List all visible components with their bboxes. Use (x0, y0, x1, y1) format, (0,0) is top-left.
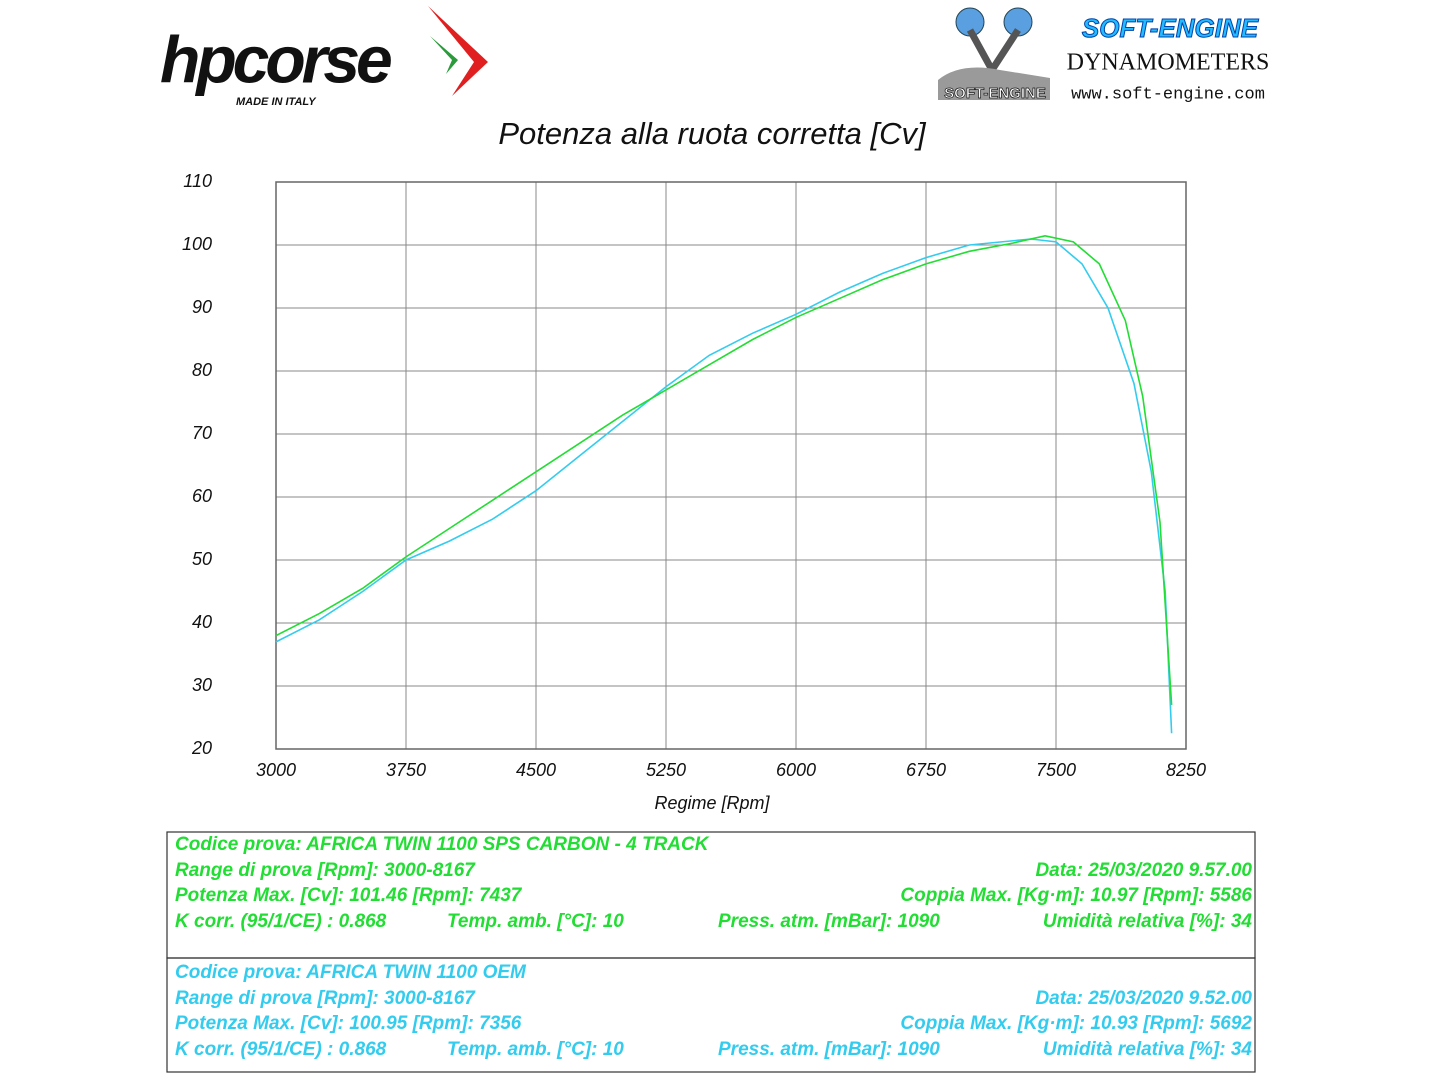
x-tick-label: 7500 (1036, 760, 1076, 780)
brand-tagline: MADE IN ITALY (236, 96, 317, 108)
x-tick-label: 6000 (776, 760, 816, 780)
info-text: K corr. (95/1/CE) : 0.868 (175, 911, 387, 932)
dyno-sub: DYNAMOMETERS (1067, 50, 1270, 76)
logo-base (938, 67, 1050, 100)
x-tick-label: 8250 (1166, 760, 1206, 780)
y-tick-label: 90 (192, 297, 212, 317)
y-tick-label: 60 (192, 486, 212, 506)
y-tick-label: 30 (192, 675, 212, 695)
info-text: Range di prova [Rpm]: 3000-8167 (175, 988, 476, 1009)
y-tick-label: 20 (191, 738, 212, 758)
y-tick-label: 80 (192, 360, 212, 380)
y-tick-label: 70 (192, 423, 212, 443)
rods (966, 28, 1021, 77)
info-box (166, 957, 1256, 1073)
dyno-name: SOFT-ENGINE (1082, 13, 1259, 43)
info-text: Potenza Max. [Cv]: 100.95 [Rpm]: 7356 (175, 1013, 522, 1034)
y-tick-label: 110 (183, 171, 212, 191)
x-tick-label: 4500 (516, 760, 556, 780)
x-tick-label: 3750 (386, 760, 426, 780)
power-curve (275, 238, 1173, 734)
info-text: Umidità relativa [%]: 34 (1043, 1039, 1252, 1060)
y-tick-label: 40 (192, 612, 212, 632)
x-tick-label: 6750 (906, 760, 946, 780)
chart-title: Potenza alla ruota corretta [Cv] (498, 116, 927, 151)
plot-frame (275, 181, 1187, 750)
info-text: Umidità relativa [%]: 34 (1043, 911, 1252, 932)
brand-logo: hpcorse (160, 22, 391, 96)
x-tick-label: 3000 (256, 760, 296, 780)
y-tick-label: 100 (182, 234, 212, 254)
info-text: Coppia Max. [Kg·m]: 10.93 [Rpm]: 5692 (900, 1013, 1252, 1034)
info-text: Range di prova [Rpm]: 3000-8167 (175, 860, 476, 881)
info-text: K corr. (95/1/CE) : 0.868 (175, 1039, 387, 1060)
info-text: Press. atm. [mBar]: 1090 (718, 911, 940, 932)
info-text: Press. atm. [mBar]: 1090 (718, 1039, 940, 1060)
dyno-url: www.soft-engine.com (1071, 85, 1265, 104)
dyno-logo (938, 7, 1050, 100)
x-tick-label: 5250 (646, 760, 686, 780)
info-text: Data: 25/03/2020 9.52.00 (1035, 988, 1252, 1009)
power-curve (275, 234, 1173, 705)
dyno-small: SOFT-ENGINE (944, 85, 1046, 102)
info-text: Data: 25/03/2020 9.57.00 (1035, 860, 1252, 881)
info-text: Coppia Max. [Kg·m]: 10.97 [Rpm]: 5586 (900, 885, 1252, 906)
x-axis-title: Regime [Rpm] (654, 793, 770, 813)
swoosh-green (430, 36, 458, 74)
swoosh-red (428, 6, 488, 96)
info-text: Temp. amb. [°C]: 10 (447, 1039, 624, 1060)
info-text: Codice prova: AFRICA TWIN 1100 OEM (175, 962, 527, 983)
info-text: Codice prova: AFRICA TWIN 1100 SPS CARBO… (175, 834, 710, 855)
info-text: Potenza Max. [Cv]: 101.46 [Rpm]: 7437 (175, 885, 523, 906)
y-tick-label: 50 (192, 549, 212, 569)
info-text: Temp. amb. [°C]: 10 (447, 911, 624, 932)
